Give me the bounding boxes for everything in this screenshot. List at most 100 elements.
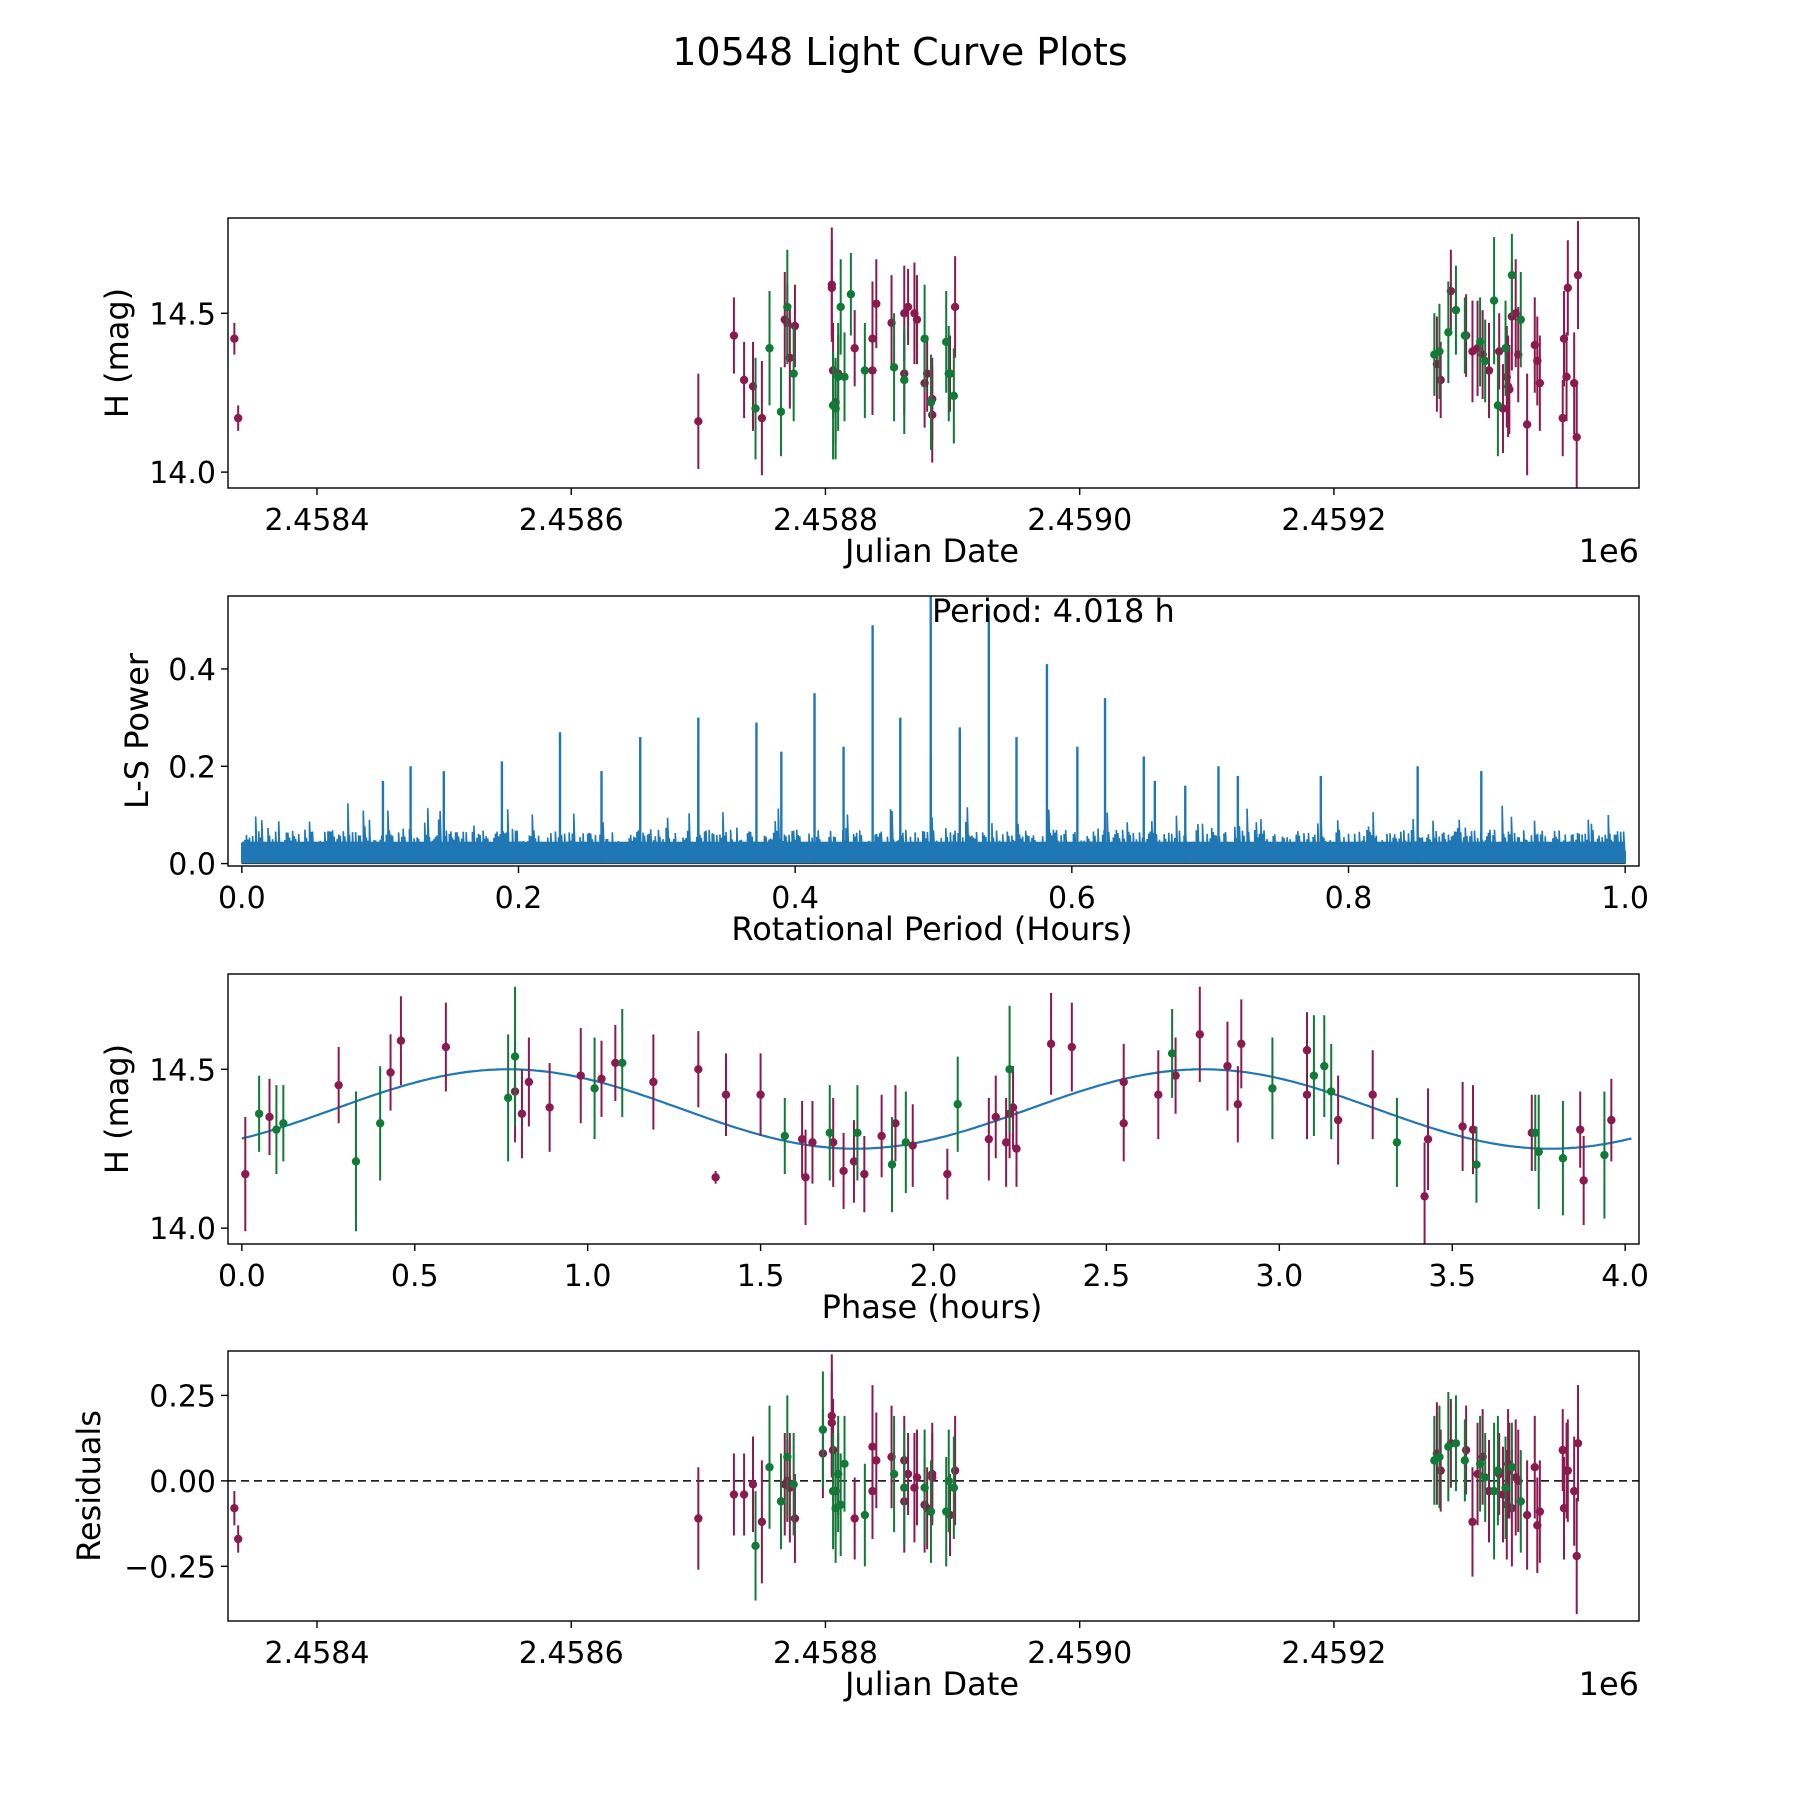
data-point — [920, 334, 929, 343]
data-point — [797, 1134, 807, 1144]
data-point — [1472, 1160, 1481, 1169]
data-point — [1507, 270, 1517, 280]
data-point — [836, 1500, 845, 1509]
data-point — [1607, 1115, 1616, 1125]
data-point — [375, 1119, 385, 1128]
panel-periodogram: 0.0 0.2 0.4 0.6 0.8 1.0 0.0 0.2 0.4 Rotational P… — [118, 592, 1649, 948]
data-point — [1302, 1090, 1312, 1099]
data-point — [1535, 1507, 1545, 1516]
data-point — [1368, 1090, 1377, 1099]
periodogram-ytick-label: 0.2 — [168, 750, 216, 785]
residuals-xtick-label: 2.4588 — [773, 1636, 878, 1671]
data-point — [900, 375, 909, 385]
light-curve-marks — [230, 221, 1583, 488]
residuals-xtick-label: 2.4590 — [1027, 1636, 1132, 1671]
data-point — [1268, 1084, 1277, 1093]
data-point — [1562, 372, 1571, 382]
periodogram-xtick-label: 0.4 — [771, 881, 819, 916]
data-point — [503, 1093, 513, 1103]
data-point — [928, 1473, 937, 1482]
data-point — [776, 407, 786, 416]
data-point — [926, 398, 936, 407]
residuals-xlabel: Julian Date — [843, 1665, 1019, 1703]
data-point — [840, 372, 849, 382]
data-point — [1444, 1442, 1453, 1451]
data-point — [1516, 315, 1525, 324]
data-point — [908, 1141, 917, 1150]
data-point — [265, 1112, 274, 1122]
data-point — [765, 344, 774, 353]
data-point — [912, 315, 922, 324]
data-point — [801, 1173, 810, 1182]
data-point — [1320, 1061, 1329, 1071]
data-point — [1460, 1456, 1470, 1465]
residuals-ytick-label: −0.25 — [124, 1550, 216, 1585]
phase-folded-xtick-label: 3.5 — [1428, 1259, 1476, 1294]
data-point — [517, 1109, 527, 1118]
data-point — [944, 1476, 953, 1486]
data-point — [1067, 1042, 1077, 1052]
data-point — [991, 1112, 1000, 1122]
data-point — [524, 1077, 534, 1087]
data-point — [618, 1058, 627, 1068]
data-point — [827, 283, 837, 293]
data-point — [351, 1157, 361, 1166]
figure-title: 10548 Light Curve Plots — [672, 30, 1127, 74]
data-point — [1558, 413, 1567, 423]
data-point — [1516, 1497, 1525, 1506]
data-point — [1154, 1090, 1163, 1099]
phase-folded-xtick-label: 0.5 — [391, 1259, 439, 1294]
residuals-xtick-label: 2.4584 — [264, 1636, 369, 1671]
data-point — [1573, 270, 1583, 280]
model-curve — [241, 1068, 1632, 1150]
data-point — [1493, 1466, 1503, 1475]
data-point — [825, 1128, 834, 1138]
data-point — [748, 1480, 758, 1489]
data-point — [1493, 401, 1503, 410]
light-curve-xlabel: Julian Date — [843, 532, 1019, 570]
data-point — [953, 1100, 962, 1109]
light-curve-xtick-label: 2.4590 — [1027, 503, 1132, 538]
data-point — [872, 1456, 881, 1465]
periodogram-xtick-label: 0.0 — [218, 881, 266, 916]
data-point — [839, 1166, 848, 1176]
data-point — [926, 1507, 936, 1516]
data-point — [694, 417, 703, 426]
data-point — [829, 1138, 838, 1147]
data-point — [1420, 1192, 1429, 1201]
data-point — [279, 1119, 288, 1128]
data-point — [545, 1103, 554, 1112]
data-point — [1579, 1176, 1588, 1185]
phase-folded-ylabel: H (mag) — [98, 1044, 136, 1174]
phase-folded-xtick-label: 2.5 — [1083, 1259, 1131, 1294]
data-point — [1569, 1486, 1579, 1496]
data-point — [1501, 1483, 1510, 1492]
data-point — [1572, 1551, 1581, 1561]
data-point — [984, 1134, 994, 1144]
data-point — [1484, 366, 1494, 375]
data-point — [1012, 1144, 1021, 1153]
light-curve-xtick-label: 2.4586 — [519, 503, 624, 538]
data-point — [1046, 1039, 1056, 1049]
light-curve-xtick-label: 2.4592 — [1281, 503, 1386, 538]
data-point — [889, 1469, 899, 1479]
residuals-xtick-label: 2.4592 — [1281, 1636, 1386, 1671]
data-point — [721, 1090, 731, 1099]
data-point — [887, 1160, 897, 1169]
data-point — [611, 1058, 620, 1068]
data-point — [254, 1109, 264, 1118]
data-point — [1576, 1125, 1585, 1134]
data-point — [789, 369, 798, 378]
data-point — [1392, 1138, 1402, 1147]
data-point — [233, 1534, 243, 1544]
data-point — [836, 302, 845, 312]
data-point — [1237, 1039, 1246, 1049]
data-point — [1001, 1138, 1011, 1147]
periodogram-ytick-label: 0.4 — [168, 653, 216, 688]
data-point — [860, 366, 870, 375]
data-point — [1302, 1046, 1312, 1055]
residuals-offset-label: 1e6 — [1579, 1665, 1639, 1703]
data-point — [850, 1514, 859, 1523]
data-point — [1563, 283, 1573, 293]
phase-folded-xlabel: Phase (hours) — [822, 1288, 1043, 1326]
